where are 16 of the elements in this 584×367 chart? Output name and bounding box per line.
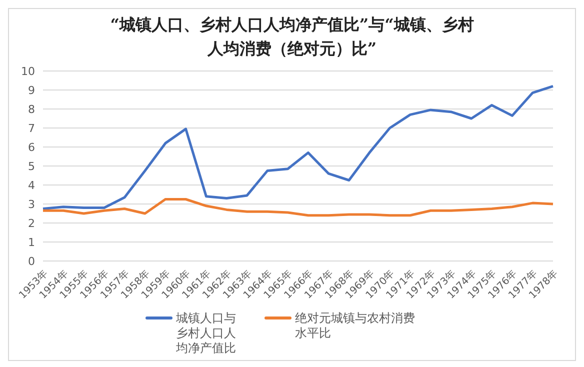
legend-label: 绝对元城镇与农村消费水平比 <box>295 311 416 341</box>
y-tick-label: 8 <box>28 102 35 116</box>
y-tick-label: 10 <box>21 64 35 78</box>
y-tick-label: 0 <box>28 254 35 268</box>
y-tick-label: 4 <box>28 178 35 192</box>
line-series <box>42 198 554 217</box>
y-tick-label: 6 <box>28 140 35 154</box>
y-tick-label: 1 <box>28 236 35 249</box>
y-tick-label: 9 <box>28 84 35 97</box>
legend-label: 城镇人口与乡村人口人均净产值比 <box>176 311 237 356</box>
y-tick-label: 3 <box>28 198 35 211</box>
chart-title: “城镇人口、乡村人口人均净产值比”与“城镇、乡村人均消费（绝对元）比” <box>109 14 475 60</box>
y-tick-label: 7 <box>28 122 35 135</box>
line-series <box>42 84 554 210</box>
y-tick-label: 2 <box>28 216 35 230</box>
y-tick-label: 5 <box>28 160 35 173</box>
